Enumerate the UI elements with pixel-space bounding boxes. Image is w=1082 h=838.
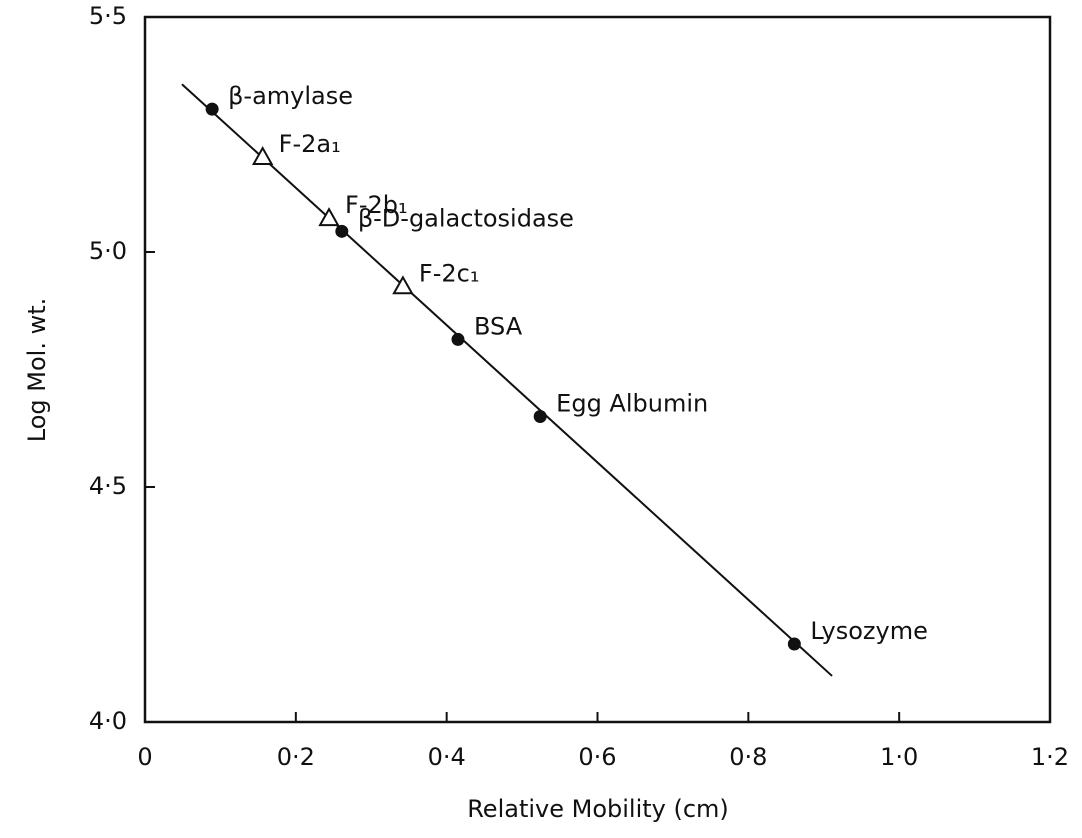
circle-point: [335, 224, 349, 238]
point-label: Lysozyme: [810, 617, 928, 645]
x-axis-label: Relative Mobility (cm): [467, 795, 729, 823]
point-label: BSA: [474, 312, 523, 340]
triangle-point: [392, 275, 414, 295]
y-tick-label: 5·0: [89, 237, 127, 265]
point-label: β-D-galactosidase: [358, 204, 574, 232]
fit-line: [181, 83, 833, 677]
y-tick-label: 4·5: [89, 472, 127, 500]
point-label: F-2c₁: [419, 259, 480, 287]
circle-point: [205, 102, 219, 116]
x-tick-label: 0·4: [428, 743, 466, 771]
point-label: F-2b₁: [345, 191, 408, 219]
point-label: F-2a₁: [279, 130, 341, 158]
y-tick-label: 5·5: [89, 2, 127, 30]
circle-point: [451, 332, 465, 346]
triangle-point: [318, 207, 340, 227]
y-tick-label: 4·0: [89, 707, 127, 735]
x-tick-label: 0·2: [277, 743, 315, 771]
point-label: Egg Albumin: [556, 390, 708, 418]
triangle-point: [251, 146, 274, 166]
x-tick-label: 0·6: [578, 743, 616, 771]
circle-point: [787, 637, 801, 651]
x-tick-label: 1·2: [1031, 743, 1069, 771]
circle-point: [533, 410, 547, 423]
x-tick-label: 0·8: [729, 743, 767, 771]
y-axis-label: Log Mol. wt.: [23, 298, 51, 442]
x-tick-label: 1·0: [880, 743, 918, 771]
x-tick-label: 0: [137, 743, 152, 771]
point-label: β-amylase: [228, 82, 353, 110]
